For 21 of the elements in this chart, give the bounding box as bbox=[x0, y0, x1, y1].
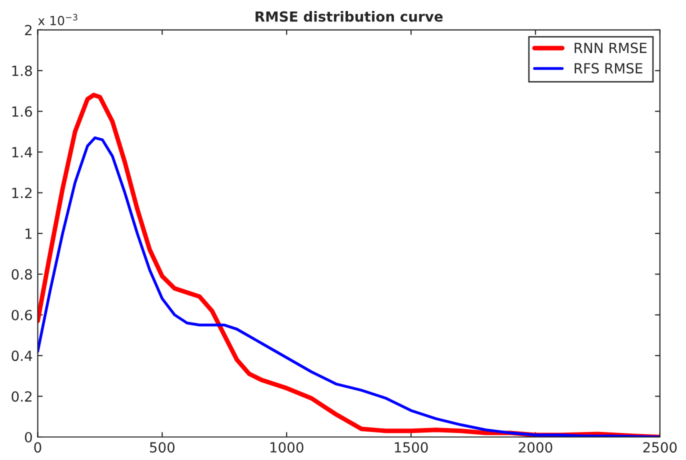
y-tick-label: 0.2 bbox=[12, 391, 32, 402]
y-tick-label: 1.2 bbox=[12, 188, 32, 198]
x-tick-label: 2500 bbox=[643, 442, 677, 453]
x-tick-label: 1500 bbox=[394, 442, 428, 453]
y-tick-label: 1.8 bbox=[12, 66, 32, 76]
y-tick-label: 0.4 bbox=[12, 350, 32, 362]
x-tick-label: 2000 bbox=[518, 442, 552, 453]
y-tick-label: 0.8 bbox=[12, 269, 32, 280]
y-tick-label: 1 bbox=[26, 228, 32, 239]
x-tick-label: 0 bbox=[34, 442, 42, 453]
y-tick-label: 1.6 bbox=[12, 106, 32, 117]
chart-title: RMSE distribution curve bbox=[256, 11, 443, 22]
y-tick-label: 2 bbox=[25, 24, 32, 36]
legend-label: RFS RMSE bbox=[574, 63, 642, 74]
y-tick-label: 0 bbox=[24, 432, 32, 442]
y-tick-label: 0.6 bbox=[12, 310, 32, 320]
legend-label: RNN RMSE bbox=[574, 42, 647, 54]
text: x 10$^{−3}$ bbox=[38, 14, 78, 26]
y-tick-label: 1.4 bbox=[12, 147, 32, 158]
x-tick-label: 500 bbox=[150, 442, 175, 453]
x-tick-label: 1000 bbox=[270, 442, 304, 453]
